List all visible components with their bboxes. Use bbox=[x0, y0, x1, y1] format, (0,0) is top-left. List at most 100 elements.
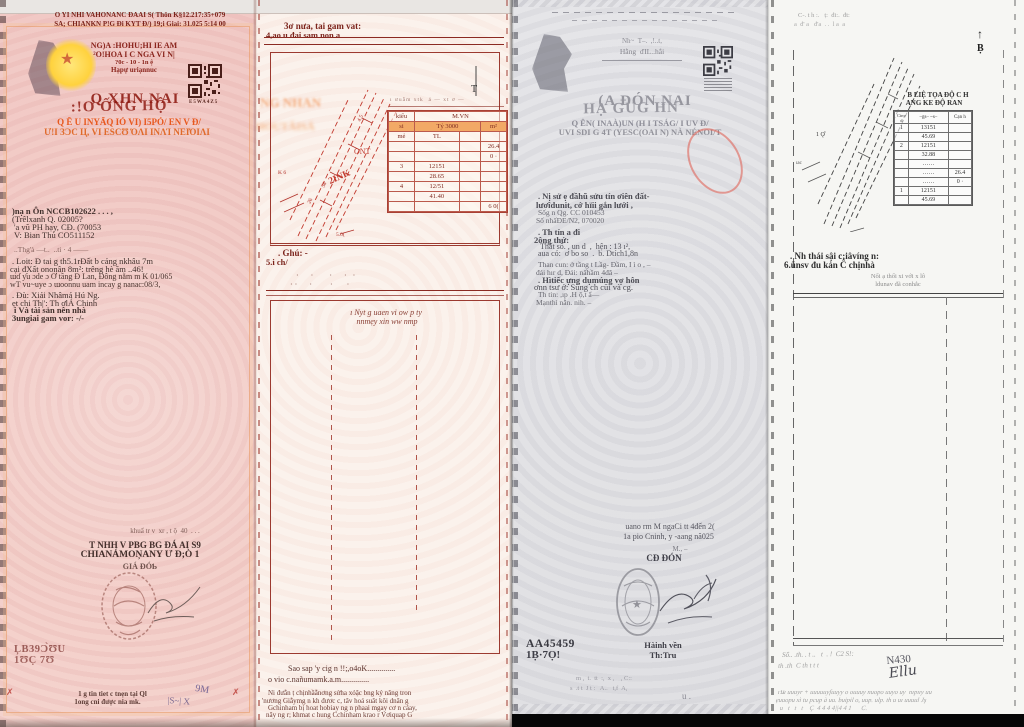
map-label: 1 Ǫ̂ bbox=[816, 132, 826, 138]
certificate-cover-page: O YI NHI VAHONANC ĐAAI S( Thôn K§12.217:… bbox=[0, 0, 256, 727]
signer-title-line: GIÁ ĐÓƄ bbox=[122, 562, 158, 571]
column-divider bbox=[946, 297, 947, 642]
motto-line: ?0c - 10 - 1n ệ bbox=[114, 59, 154, 66]
rule-line bbox=[793, 297, 1003, 298]
handwritten-mark: u . bbox=[682, 691, 691, 701]
legal-warning-line: ẹuuopu xì tu pcup à uu. buipil o, uup. u… bbox=[775, 697, 927, 704]
table-header-cell: Tỷ 3000 bbox=[413, 121, 482, 132]
signer-ghost-line: M., – bbox=[672, 545, 688, 553]
map-zone-label: 2INK bbox=[327, 168, 352, 187]
table-cell bbox=[480, 181, 507, 192]
qr-code-icon bbox=[703, 46, 733, 76]
rule-line bbox=[793, 638, 1003, 639]
page-frame-right bbox=[1003, 50, 1004, 642]
page-edge-dashes bbox=[1014, 0, 1016, 727]
asset-info-line: 3ungiai gam vor: -/- bbox=[12, 313, 85, 323]
guilloche-border bbox=[512, 704, 768, 714]
land-info-line: wT vu~uye ɔ ɯoonnu uam incay g nanac:08/… bbox=[10, 280, 161, 289]
north-arrow-icon: ↑ bbox=[977, 27, 983, 41]
issue-date-line: 1a pio Cninh, y -aang nă025 bbox=[623, 532, 714, 541]
signer-title-line: CĐ ĐÓN bbox=[646, 553, 682, 563]
ghost-header-line: Nh~ T–. ,!..t, bbox=[621, 37, 663, 45]
owner-info-line: Sốg n Qg. CC 010453 bbox=[538, 208, 605, 217]
ghost-subtitle-line: UVI SDI G 4T (YESC(OAI N) NÀ NÉNOI/T bbox=[558, 127, 722, 137]
table-caption-ghost: ı ưuẫm xtk á — xt ơ — bbox=[390, 97, 465, 103]
table-header-cell: Cạn h bbox=[947, 111, 973, 124]
footer-note-line: 1 g tin tiet c tnẹn tại Ql bbox=[78, 690, 147, 698]
handwritten-mark: |S~| X bbox=[167, 695, 191, 707]
legal-warning-line: Ni đưẫn ṭ chịnhầẫnơng sửha xóặc bng ký n… bbox=[268, 689, 412, 697]
rule-line bbox=[264, 44, 504, 45]
map-dimension: K 6 bbox=[278, 170, 286, 176]
coordinate-table-title: ANG KE ĐỘ RAN bbox=[905, 99, 963, 107]
table-cell: 12151 bbox=[413, 161, 460, 172]
table-cell: 12151 bbox=[907, 141, 949, 151]
certificate-gray-copy-page: Nh~ T–. ,!..t, Hằng dΊL..hắi (A ĐÓN NAI … bbox=[512, 0, 768, 727]
qr-caption: E5WA4Z5 bbox=[189, 100, 219, 105]
table-cell: 4 bbox=[388, 181, 415, 192]
asset-info-line: Mạnthì nẫn. nih. – bbox=[536, 298, 592, 307]
page-edge-dashes bbox=[506, 0, 508, 727]
asset-info-line: Th tin: ,ıp .H ộ,t ẩ— bbox=[538, 290, 600, 299]
map-dimension: 5.0( bbox=[336, 231, 345, 238]
legal-warning-line: Gchinham bị hoat hobiay ng n phaai mgay … bbox=[268, 704, 417, 712]
table-header-cell: TL bbox=[413, 131, 460, 142]
rule-line bbox=[793, 645, 1003, 646]
map-dimension: 4.5 bbox=[356, 114, 365, 123]
table-cell bbox=[413, 201, 460, 212]
table-cell bbox=[947, 150, 973, 160]
national-header-line: NG)A :HOHU;HI IE AM bbox=[90, 41, 178, 50]
changes-subheading: ldunav đã conhắc bbox=[875, 281, 921, 288]
table-cell bbox=[388, 171, 415, 182]
certificate-title-line: Q XHN NAI bbox=[90, 91, 180, 107]
ghost-rule bbox=[552, 12, 738, 13]
motto-line: Hạpự uriạnnuc bbox=[110, 66, 158, 74]
column-divider bbox=[331, 335, 332, 645]
legal-warning-line: nãy ng r; khmat c hung Cchinham krao r V… bbox=[266, 711, 413, 719]
notes-heading: . Ghú: - bbox=[278, 248, 308, 258]
asset-info-line: . Hìtiếc ựng dụmúng vợ hôn bbox=[538, 275, 640, 285]
serial-number: ĻB39Ɔ̀ƱU bbox=[14, 644, 66, 655]
table-cell bbox=[388, 201, 415, 212]
owner-info-line: )nạ n Ôn NCCB102622 . . . , bbox=[12, 206, 113, 216]
owner-info-line: (Trêlxanh Q. 02005? bbox=[12, 214, 83, 224]
handover-party-line: Th:Tru bbox=[649, 650, 677, 660]
owner-info-line: lươîdunit, cớ hïii gắn lưới , bbox=[536, 200, 633, 210]
table-cell bbox=[480, 161, 507, 172]
issue-date-line: uano rm M ngaCi tt 4đến 2( bbox=[625, 522, 715, 531]
map-zone-label: ONT bbox=[354, 147, 371, 156]
table-cell: 0 · bbox=[480, 151, 507, 162]
land-info-line: 2ông thứ: bbox=[534, 235, 570, 245]
ink-bleed-text: HOUTÃISÁ bbox=[256, 121, 315, 133]
land-info-line: cại đXất ononân 8m²: trêng hè ăm ..46! bbox=[10, 264, 144, 274]
owner-info-line: . Nị sử ẹ đầhũ sửu tín ơiên đất- bbox=[538, 191, 650, 201]
changes-subheading: Nổi ạ thổi xi với x lô bbox=[870, 273, 926, 280]
asset-info-line: i Và tài sản nên nhà bbox=[14, 305, 86, 315]
land-info-line: . Đù: Xiải Nhâmá Hú Ng. bbox=[12, 290, 100, 300]
table-cell bbox=[947, 123, 973, 133]
rule-line bbox=[793, 293, 1003, 294]
issuing-authority-line: CHIANÁMOŅANY Ư Đ;Ò 1 bbox=[80, 550, 200, 560]
handwritten-signature: Ellu bbox=[887, 662, 919, 682]
column-divider bbox=[416, 335, 417, 615]
official-stamp-icon: ★ bbox=[616, 568, 660, 636]
cadastral-sketch: 1 Ǫ̂ ıac bbox=[796, 57, 921, 232]
compass-label: Ḅ bbox=[977, 43, 984, 54]
ghost-subtitle-line: Q ÊN( INAÀ)UN (H I TSÁG/ I UV Đ/ bbox=[571, 118, 709, 128]
table-cell bbox=[894, 168, 909, 178]
table-cell: …… bbox=[907, 177, 949, 187]
legal-warning-line: ıนı uuuyr + uuuuuyſuuyy o ouuuy nuopo uu… bbox=[777, 689, 933, 696]
owner-info-line: Số nhấĐE/N2, 070020 bbox=[536, 216, 605, 225]
certificate-title-line: :!Ơ ỐNG HỘ bbox=[70, 97, 168, 116]
official-stamp-icon bbox=[101, 572, 157, 640]
emblem-star-icon: ★ bbox=[60, 51, 75, 68]
table-cell bbox=[388, 151, 415, 162]
table-header-cell: M.VN bbox=[413, 111, 508, 122]
guilloche-border bbox=[512, 0, 768, 7]
ghost-footer-line: s .t t J t : A.. t,f A, bbox=[570, 685, 628, 692]
rule-line bbox=[266, 295, 504, 296]
owner-info-line: 'a vũ PH hạy, CĐ. (70053 bbox=[14, 222, 102, 232]
table-cell: 12151 bbox=[907, 186, 949, 196]
qr-code-icon bbox=[188, 64, 222, 98]
certificate-subtitle-line: Ư!I ЗƆϹ Ц, VI ЕЅϹƱ ΌΛΙ ΙΝΛΊ ΝΕΙΌΙΛΙ bbox=[44, 127, 210, 137]
